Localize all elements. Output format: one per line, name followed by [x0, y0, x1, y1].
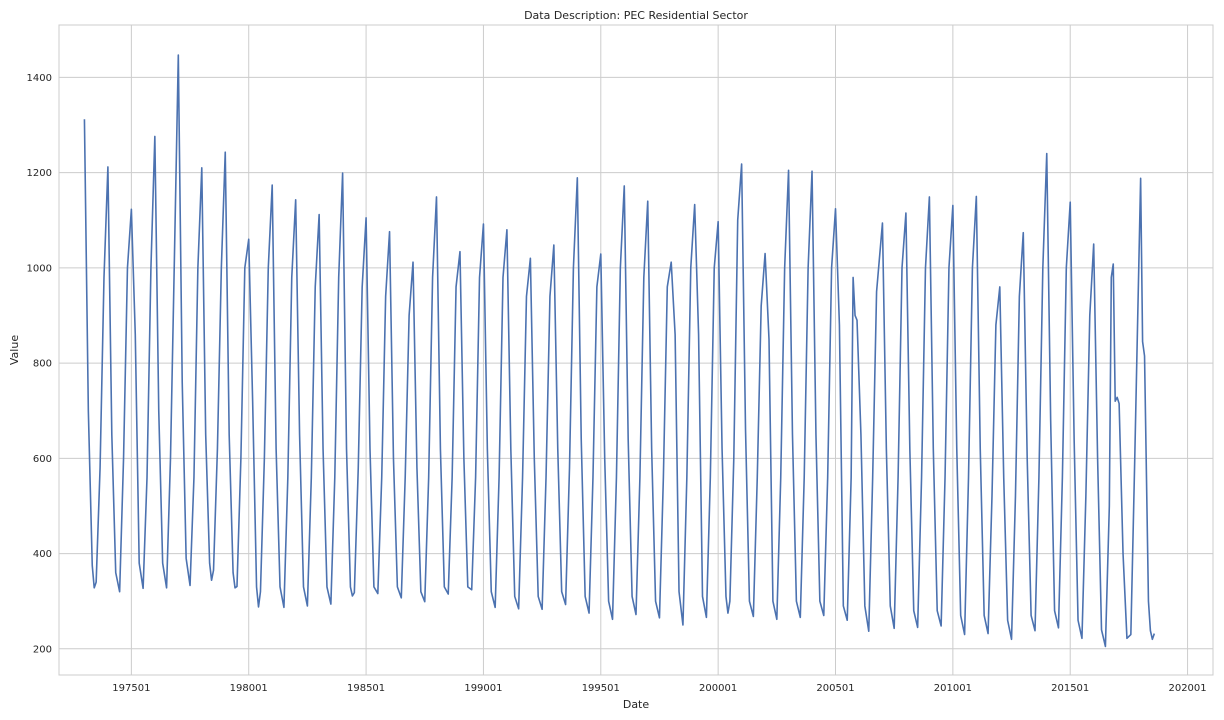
series-line-0: [83, 54, 1156, 648]
x-tick-label: 201001: [934, 683, 972, 694]
x-tick-label: 198501: [347, 683, 385, 694]
x-tick-label: 202001: [1168, 683, 1206, 694]
y-axis-ticks: 200 400 600 800 1000 1200 1400: [27, 73, 52, 655]
x-tick-label: 199001: [464, 683, 502, 694]
y-tick-label: 600: [33, 454, 52, 465]
y-axis-label: Value: [8, 335, 21, 365]
y-tick-label: 800: [33, 359, 52, 370]
x-tick-label: 200501: [816, 683, 854, 694]
x-axis-ticks: 197501 198001 198501 199001 199501 200001 2005…: [112, 683, 1206, 694]
y-tick-label: 200: [33, 644, 52, 655]
y-tick-label: 1200: [27, 168, 52, 179]
gridlines: [59, 25, 1213, 675]
x-tick-label: 199501: [582, 683, 620, 694]
y-tick-label: 400: [33, 549, 52, 560]
x-axis-label: Date: [623, 698, 650, 711]
chart-title: Data Description: PEC Residential Sector: [524, 9, 748, 22]
plot-frame: [58, 24, 1214, 676]
y-tick-label: 1400: [27, 73, 52, 84]
x-tick-label: 198001: [230, 683, 268, 694]
y-tick-label: 1000: [27, 263, 52, 274]
x-tick-label: 197501: [112, 683, 150, 694]
series-lines: [83, 54, 1156, 648]
x-tick-label: 201501: [1051, 683, 1089, 694]
x-tick-label: 200001: [699, 683, 737, 694]
